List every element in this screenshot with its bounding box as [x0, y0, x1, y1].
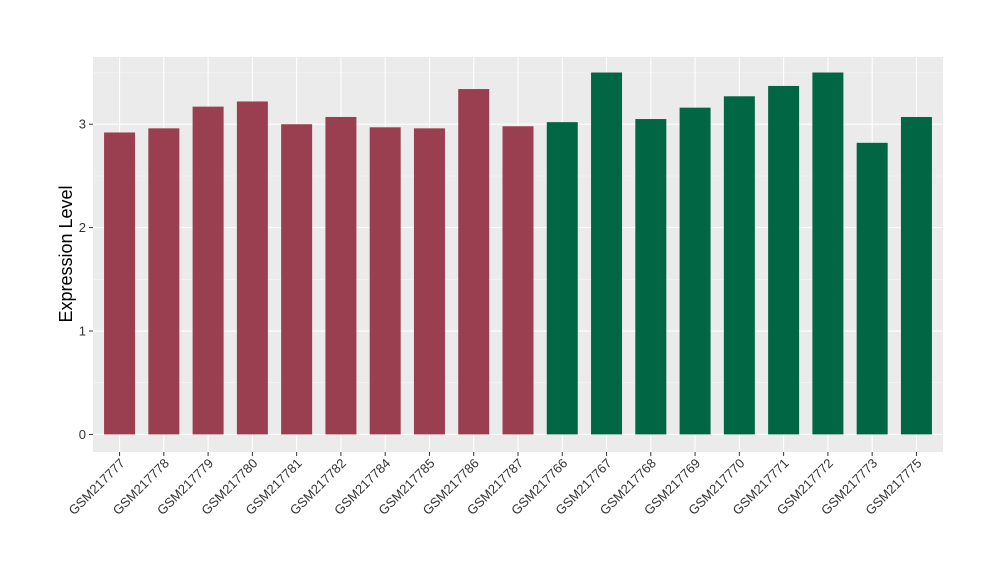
- bar-GSM217770: [723, 96, 755, 435]
- bar-GSM217782: [325, 116, 357, 435]
- bar-GSM217775: [900, 116, 932, 435]
- bar-GSM217785: [413, 128, 445, 435]
- bar-GSM217777: [104, 132, 136, 435]
- bar-GSM217786: [458, 89, 490, 435]
- bar-GSM217784: [369, 127, 401, 435]
- y-tick-label: 0: [79, 427, 86, 442]
- bar-GSM217766: [546, 122, 578, 435]
- bar-GSM217780: [236, 101, 268, 435]
- bar-GSM217771: [768, 85, 800, 435]
- bar-GSM217772: [812, 72, 844, 435]
- bars: [104, 72, 932, 435]
- y-axis-title: Expression Level: [56, 185, 76, 322]
- bar-GSM217767: [591, 72, 623, 435]
- y-tick-label: 1: [79, 324, 86, 339]
- x-axis: GSM217777GSM217778GSM217779GSM217780GSM2…: [65, 452, 925, 518]
- y-tick-label: 2: [79, 220, 86, 235]
- y-tick-label: 3: [79, 117, 86, 132]
- bar-GSM217768: [635, 119, 667, 435]
- bar-GSM217779: [192, 106, 224, 435]
- bar-GSM217787: [502, 126, 534, 435]
- bar-GSM217778: [148, 128, 180, 435]
- bar-GSM217769: [679, 107, 711, 435]
- y-axis: 0 1 2 3: [79, 117, 93, 442]
- bar-GSM217781: [281, 124, 313, 435]
- bar-GSM217773: [856, 142, 888, 435]
